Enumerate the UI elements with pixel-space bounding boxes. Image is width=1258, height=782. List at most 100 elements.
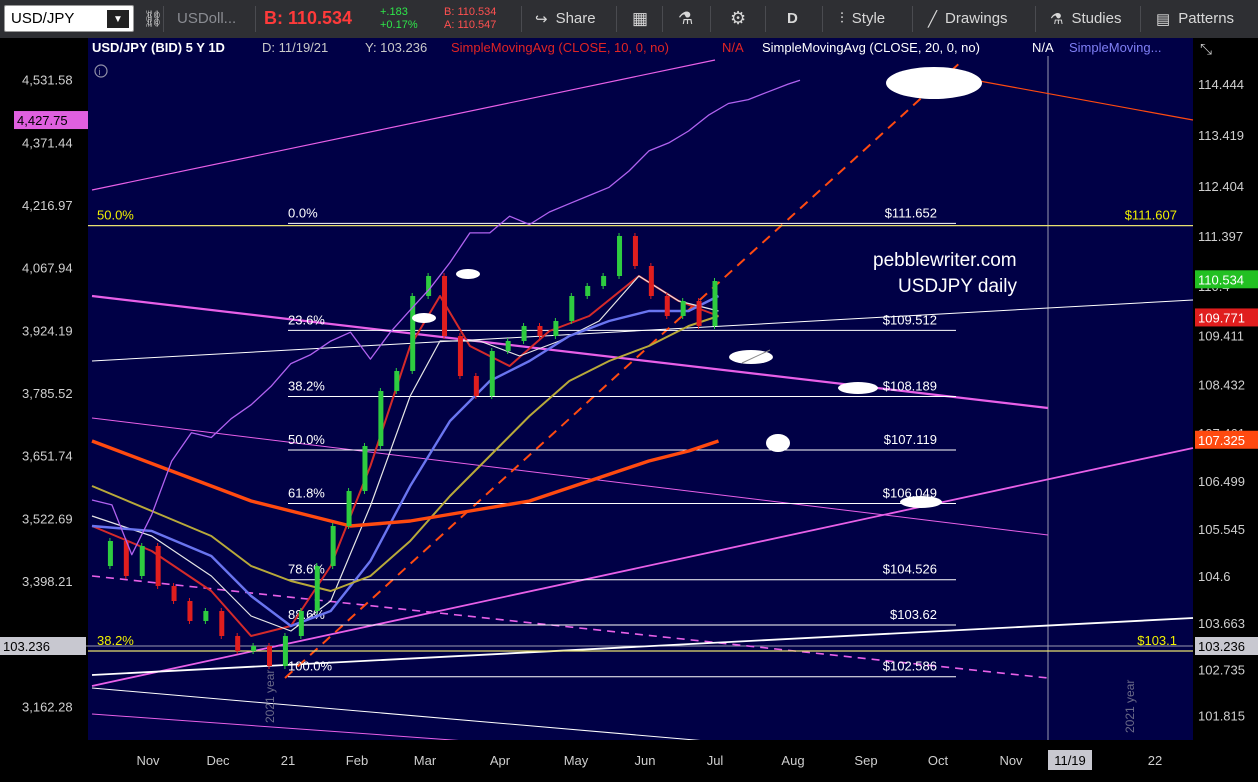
y-right-tick-10: 104.6 <box>1198 569 1231 584</box>
y-right-tick-0: 114.444 <box>1198 77 1244 92</box>
y-right-tick-2: 112.404 <box>1198 179 1244 194</box>
candle-7 <box>203 611 209 621</box>
x-crosshair-date: 11/19 <box>1054 753 1086 768</box>
x-tick-4: Mar <box>414 753 437 768</box>
fib-label-0: 0.0% <box>288 205 318 220</box>
candle-18 <box>378 391 384 446</box>
expand-icon[interactable]: ⤡ <box>1200 41 1212 58</box>
fib-price-6: $103.62 <box>890 607 937 622</box>
style-button[interactable]: ⫶ Style <box>840 5 885 32</box>
candle-28 <box>537 326 543 336</box>
change-percent: +0.17% <box>380 19 418 31</box>
fib-price-1: $109.512 <box>883 312 937 327</box>
candle-38 <box>696 301 702 326</box>
annotation-oval-5 <box>766 434 790 452</box>
chevron-down-icon[interactable]: ▼ <box>107 10 129 28</box>
pink-uptrend-line <box>91 447 1194 687</box>
change-value: +.183 <box>380 6 408 18</box>
fib-levels: 0.0% $111.652 23.6% $109.512 38.2% $108.189 50… <box>88 205 1193 678</box>
x-crosshair-badge <box>1048 750 1092 770</box>
toolbar: USD/JPY ▼ ⛓ USDoll... B: 110.534 +.183 +0… <box>0 0 1258 39</box>
yellow-level-right-1: $103.1 <box>1137 633 1177 648</box>
last-price-badge: 110.534 <box>1198 272 1244 287</box>
drawings-button[interactable]: ╱ Drawings <box>928 5 1008 32</box>
candle-35 <box>648 266 654 296</box>
flask-icon[interactable]: ⚗ <box>678 8 694 28</box>
candle-19 <box>394 371 400 391</box>
lower-pink-channel <box>91 417 1049 536</box>
y-right-tick-9: 105.545 <box>1198 522 1245 537</box>
y-left-tick-1: 4,371.44 <box>22 135 73 150</box>
patterns-button[interactable]: ▤ Patterns <box>1156 5 1234 32</box>
x-tick-9: Aug <box>781 753 804 768</box>
studies-button[interactable]: ⚗ Studies <box>1050 5 1122 32</box>
candle-1 <box>107 541 113 566</box>
calendar-icon[interactable]: ▦ <box>632 8 649 28</box>
y-right-tick-13: 101.815 <box>1198 708 1245 723</box>
compare-symbol-input[interactable]: USDoll... <box>177 10 237 27</box>
annotation-oval-2 <box>412 313 436 323</box>
header-bar: USD/JPY (BID) 5 Y 1D D: 11/19/21 Y: 103.… <box>88 38 1212 78</box>
header-study1[interactable]: SimpleMovingAvg (CLOSE, 10, 0, no) <box>451 40 669 55</box>
share-icon: ↪ <box>535 10 548 28</box>
candle-39 <box>712 281 718 326</box>
y-left-tick-8: 3,398.21 <box>22 574 73 589</box>
chart-area[interactable]: USD/JPY (BID) 5 Y 1D D: 11/19/21 Y: 103.… <box>0 38 1258 782</box>
y-left-tick-4: 3,924.19 <box>22 323 73 338</box>
link-icon[interactable]: ⛓ <box>143 10 164 28</box>
annotation-tick <box>741 349 771 364</box>
candle-3 <box>139 546 145 576</box>
bid-price: B: 110.534 <box>264 8 353 28</box>
y-right-tick-8: 106.499 <box>1198 474 1245 489</box>
x-tick-8: Jul <box>707 753 724 768</box>
year-marker-left: 2021 year <box>263 670 277 723</box>
watermark-line1: pebblewriter.com <box>873 250 1017 271</box>
fib-label-4: 61.8% <box>288 486 325 501</box>
chart-svg[interactable]: USD/JPY (BID) 5 Y 1D D: 11/19/21 Y: 103.… <box>0 38 1258 782</box>
sma200-badge-bg <box>1195 430 1258 449</box>
fib-price-3: $107.119 <box>884 432 937 447</box>
share-button[interactable]: ↪ Share <box>535 5 596 32</box>
candle-16 <box>346 491 352 526</box>
candlestick-icon: ⫶ <box>840 10 844 27</box>
header-study3[interactable]: SimpleMoving... <box>1069 40 1161 55</box>
bid-small: B: 110.534 <box>444 6 497 18</box>
fib-label-7: 100.0% <box>288 659 333 674</box>
candle-26 <box>505 341 511 351</box>
x-tick-1: Dec <box>206 753 230 768</box>
white-trend-lower <box>91 617 1194 676</box>
fib-price-5: $104.526 <box>883 562 937 577</box>
bid-ask-block: B: 110.534 A: 110.547 <box>444 4 496 34</box>
crosshair-left-badge-bg <box>0 637 86 655</box>
style-label: Style <box>851 10 886 27</box>
upper-channel-line <box>91 59 716 191</box>
crosshair-left-badge: 103.236 <box>3 639 50 654</box>
series-layer <box>91 79 801 669</box>
spx-left-badge-bg <box>14 111 88 130</box>
x-tick-14: 22 <box>1148 753 1162 768</box>
annotation-oval-4 <box>838 382 878 394</box>
trendlines <box>91 59 1194 782</box>
candle-37 <box>680 301 686 316</box>
sma200-badge: 107.325 <box>1198 433 1245 448</box>
sma10-badge-bg <box>1195 308 1258 327</box>
header-date: D: 11/19/21 <box>262 40 328 55</box>
period-selector[interactable]: D <box>787 10 798 27</box>
candle-10 <box>251 646 257 651</box>
annotation-oval-0 <box>886 67 982 99</box>
crosshair-price-badge-bg <box>1195 637 1258 655</box>
candle-30 <box>569 296 575 321</box>
gear-icon[interactable]: ⚙ <box>730 8 747 28</box>
info-icon[interactable] <box>94 64 108 78</box>
candle-32 <box>601 276 607 286</box>
header-study2[interactable]: SimpleMovingAvg (CLOSE, 20, 0, no) <box>762 40 980 55</box>
y-right-tick-11: 103.663 <box>1198 616 1245 631</box>
patterns-icon: ▤ <box>1156 10 1171 28</box>
y-left-tick-3: 4,067.94 <box>22 261 73 276</box>
sma50-line <box>91 294 720 628</box>
watermark-line2: USDJPY daily <box>898 276 1017 297</box>
fib-price-7: $102.586 <box>883 659 937 674</box>
symbol-selector[interactable]: USD/JPY ▼ <box>4 5 134 32</box>
y-right-tick-5: 109.411 <box>1198 328 1244 343</box>
x-tick-3: Feb <box>346 753 368 768</box>
